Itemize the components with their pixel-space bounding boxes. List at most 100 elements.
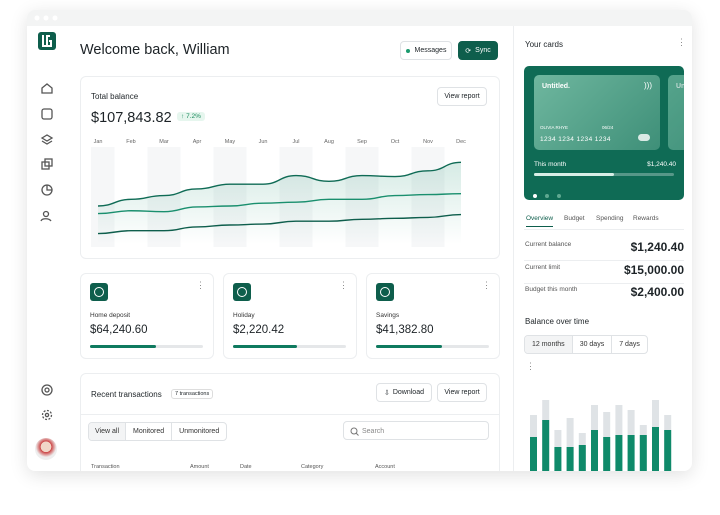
bar: [578, 445, 586, 471]
progress-track: [376, 345, 489, 348]
progress-track: [233, 345, 346, 348]
x-tick-label: Sep: [357, 139, 367, 145]
bar: [627, 435, 635, 471]
right-panel: [513, 26, 692, 471]
cards-box: Untitled. ))) OLIVIA RHYE 06/24 1234 123…: [524, 66, 684, 200]
support-icon[interactable]: [41, 384, 53, 396]
section-title: Balance over time: [525, 317, 590, 326]
view-report-button[interactable]: View report: [437, 87, 487, 106]
title-bar: [27, 10, 692, 26]
window-dots: [34, 15, 58, 21]
settings-icon[interactable]: [41, 409, 53, 421]
stat-value: $15,000.00: [623, 262, 684, 277]
card-title: Recent transactions: [91, 390, 162, 399]
balance-amount: $107,843.82: [91, 110, 172, 126]
balance-card: Total balance $107,843.82 ↑ 7.2% View re…: [80, 76, 500, 259]
account-amount: $41,382.80: [376, 324, 434, 336]
download-button[interactable]: ⇩ Download: [376, 383, 432, 402]
button-label: Messages: [414, 47, 447, 54]
app-window: Welcome back, William Messages ⟳ Sync Tot…: [27, 10, 692, 471]
button-label: Sync: [475, 47, 491, 54]
account-amount: $2,220.42: [233, 324, 285, 336]
card-title: Total balance: [91, 92, 139, 101]
tab[interactable]: Budget: [564, 215, 585, 222]
welcome-title: Welcome back, William: [80, 42, 230, 58]
column-header: Category: [301, 464, 324, 470]
messages-button[interactable]: Messages: [400, 41, 452, 60]
tab[interactable]: Overview: [526, 215, 554, 227]
x-tick-label: Feb: [126, 139, 135, 145]
bar: [591, 430, 598, 471]
tab[interactable]: View all: [89, 423, 125, 440]
range-tabs: 12 months 30 days 7 days: [524, 335, 648, 354]
tab[interactable]: Rewards: [633, 215, 659, 222]
stat-label: Budget this month: [525, 286, 578, 293]
change-badge: ↑ 7.2%: [177, 112, 205, 121]
tab[interactable]: 12 months: [525, 336, 572, 353]
bar: [652, 427, 659, 471]
bar: [566, 418, 574, 471]
separator: [524, 282, 684, 284]
chart-icon[interactable]: [41, 108, 53, 120]
x-tick-label: Dec: [456, 139, 466, 145]
progress-fill: [90, 345, 156, 348]
progress-track: [90, 345, 203, 348]
column-header: Transaction: [91, 464, 120, 470]
x-tick-label: Jun: [259, 139, 268, 145]
x-tick-label: Mar: [159, 139, 169, 145]
users-icon[interactable]: [42, 210, 50, 218]
bar: [530, 437, 537, 471]
progress-track: [534, 173, 674, 176]
x-tick-label: Jan: [94, 139, 103, 145]
transactions-card: Recent transactions 7 transactions ⇩ Down…: [80, 373, 500, 471]
line-chart: Jan Feb Mar Apr May Jun Jul Aug Sep Oct Nov Dec: [91, 139, 466, 247]
bar: [603, 437, 611, 471]
bar: [615, 435, 623, 471]
account-label: Holiday: [233, 312, 255, 319]
stat-label: Current balance: [525, 241, 572, 248]
bank-card[interactable]: Untitled.: [668, 75, 684, 150]
tab[interactable]: Monitored: [125, 423, 171, 440]
stat-value: $2,400.00: [630, 285, 684, 299]
progress-fill: [376, 345, 442, 348]
progress-fill: [534, 173, 614, 176]
x-tick-label: Apr: [193, 139, 202, 145]
home-icon[interactable]: [41, 83, 53, 94]
account-card: ⋮ Home deposit $64,240.60: [80, 273, 214, 359]
column-header: Amount: [190, 464, 209, 470]
card-number: 1234 1234 1234 1234: [540, 136, 611, 143]
bar-chart: [530, 400, 672, 471]
tab[interactable]: Spending: [596, 215, 624, 222]
bar: [566, 447, 574, 471]
sidebar-icons: [40, 83, 54, 421]
filter-tabs: View all Monitored Unmonitored: [88, 422, 228, 441]
progress-fill: [233, 345, 298, 348]
view-report-button[interactable]: View report: [437, 383, 487, 402]
logo: [38, 32, 56, 50]
bar: [664, 430, 672, 471]
column-header: Date: [240, 464, 252, 470]
tab[interactable]: Unmonitored: [171, 423, 226, 440]
sync-button[interactable]: ⟳ Sync: [458, 41, 498, 60]
search-input[interactable]: Search: [343, 421, 489, 440]
avatar[interactable]: [35, 438, 57, 460]
column-header: Account: [375, 464, 395, 470]
card-holder: OLIVIA RHYE: [540, 125, 569, 130]
bar: [639, 435, 647, 471]
card-expiry: 06/24: [602, 125, 614, 130]
count-badge: 7 transactions: [171, 389, 214, 399]
menu-dots[interactable]: ⋮: [677, 37, 686, 47]
account-card: ⋮ Holiday $2,220.42: [223, 273, 357, 359]
tab[interactable]: 7 days: [611, 336, 647, 353]
tab[interactable]: 30 days: [571, 336, 612, 353]
card-name: Untitled.: [676, 83, 684, 90]
account-label: Home deposit: [90, 312, 131, 319]
month-label: This month: [534, 161, 567, 168]
layers-icon[interactable]: [40, 134, 54, 145]
placeholder: Search: [362, 428, 385, 435]
stat-label: Current limit: [525, 263, 561, 271]
menu-dots[interactable]: ⋮: [526, 361, 535, 371]
bank-card[interactable]: Untitled. ))) OLIVIA RHYE 06/24 1234 123…: [534, 75, 660, 150]
bar: [554, 447, 562, 471]
